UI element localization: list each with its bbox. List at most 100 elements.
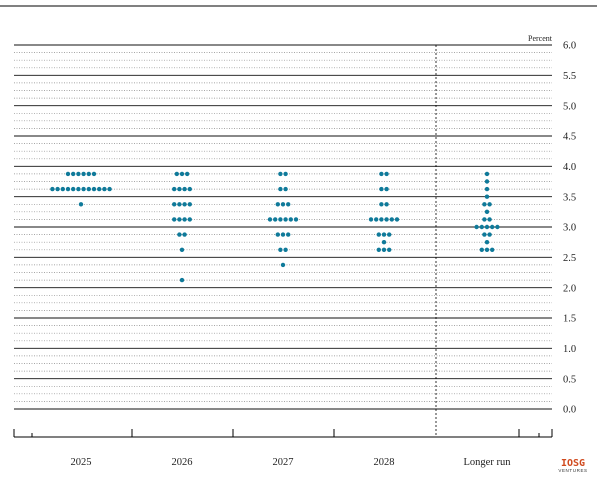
dot-point [495,224,500,230]
grid-lines [14,44,552,410]
dot-point [484,194,490,199]
dot-point [177,186,182,192]
y-tick-label: 3.5 [563,192,576,203]
x-category-label: 2026 [172,457,193,468]
y-tick-label: 1.5 [563,314,576,325]
dot-point [379,202,384,207]
dot-point [487,217,492,222]
y-tick-label: 4.0 [563,162,576,173]
dot-point [86,171,92,177]
dot-point [379,171,384,177]
x-category-label: 2025 [71,457,92,468]
dot-point [280,202,286,207]
dot-point [379,217,384,222]
dot-point [275,232,280,237]
dot-point [273,217,278,222]
dot-point [484,224,490,230]
y-tick-label: 2.5 [563,253,576,264]
dot-point [278,217,283,222]
dot-point [376,232,381,237]
dot-point [187,186,192,192]
dot-point [474,224,479,230]
dot-point [182,232,187,237]
dot-point [278,247,283,252]
dot-point [177,232,182,237]
y-tick-label: 1.0 [563,344,576,355]
dot-point [177,217,182,222]
dot-point [487,232,492,237]
dot-point [293,217,299,222]
dot-point [187,217,192,222]
data-dots [50,171,500,283]
dot-point [384,202,389,207]
unit-label: Percent [528,34,553,43]
dot-point [283,217,288,222]
dot-point [484,240,490,245]
y-tick-label: 2.0 [563,283,576,294]
dot-point [177,202,182,207]
dot-point [97,186,102,192]
dot-point [60,186,65,192]
dot-point [179,247,185,252]
dot-point [484,179,490,184]
dot-point [107,186,112,192]
dot-point [278,171,283,177]
dot-point [479,247,484,252]
y-tick-label: 6.0 [563,41,576,52]
dot-point [55,186,60,192]
dot-point [387,247,392,252]
dot-point [283,186,288,192]
dot-point [278,186,283,192]
dot-point [283,171,288,177]
logo-text: IOSG [561,458,585,469]
dot-point [381,247,387,252]
dot-point [275,202,280,207]
y-tick-labels: 6.0 5.5 5.0 4.5 4.0 3.5 3.0 2.5 2.0 1.5 1.0 0.5 0.0 [563,41,576,416]
dot-point [102,186,107,192]
dot-point [91,171,97,177]
x-category-label: 2027 [273,457,294,468]
dot-point [172,202,177,207]
dot-point [484,209,490,214]
dot-point [484,186,490,192]
dot-point [65,171,71,177]
dot-point [484,171,490,177]
x-category-label: Longer run [464,457,512,468]
dot-point [286,232,291,237]
dot-point [479,224,484,230]
dot-point [71,186,76,192]
dot-point [487,202,492,207]
dot-point [484,247,490,252]
dot-point [182,186,187,192]
dot-point [482,217,487,222]
dot-point [267,217,273,222]
dot-point [50,186,55,192]
logo-subtext: VENTURES [558,468,587,473]
dot-point [172,217,177,222]
dot-point [490,247,495,252]
dot-point [368,217,374,222]
dot-point [81,171,86,177]
dot-point [387,232,392,237]
y-tick-label: 5.0 [563,101,576,112]
dot-point [394,217,400,222]
dot-point [179,171,185,177]
dot-point [71,171,76,177]
dot-point [288,217,293,222]
x-axis [13,45,553,438]
dot-point [86,186,92,192]
y-tick-label: 3.0 [563,223,576,234]
dot-point [172,186,177,192]
dot-point [384,171,389,177]
y-tick-label: 5.5 [563,71,576,82]
dot-point [65,186,71,192]
dot-point [381,240,387,245]
dot-point [389,217,394,222]
dot-point [182,202,187,207]
dot-point [482,232,487,237]
iosg-logo: IOSG VENTURES [558,458,587,473]
x-category-labels: 2025 2026 2027 2028 Longer run [71,457,512,468]
dot-point [384,186,389,192]
x-category-label: 2028 [374,457,395,468]
